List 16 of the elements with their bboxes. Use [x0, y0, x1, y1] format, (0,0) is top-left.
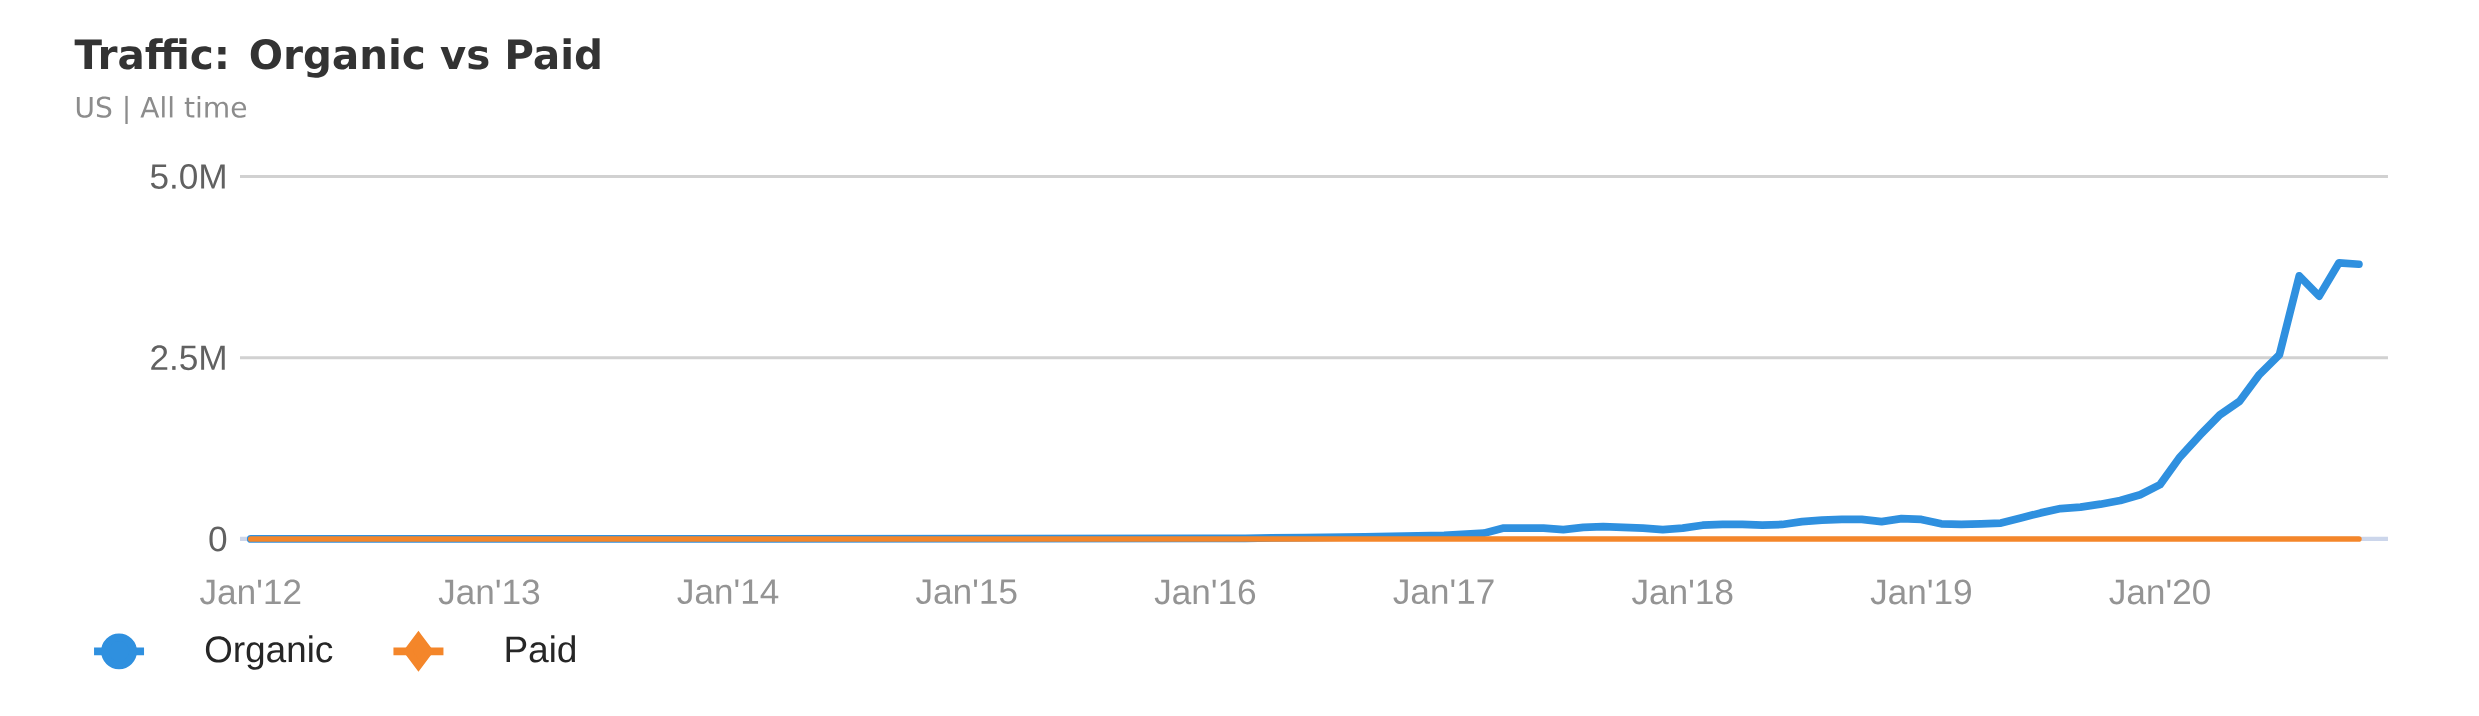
x-tick-label: Jan'20	[2109, 579, 2210, 605]
x-tick-label: Jan'19	[1870, 579, 1971, 605]
chart-title: Traffic: Organic vs Paid	[74, 38, 600, 78]
x-tick-label: Jan'15	[916, 579, 1017, 605]
y-tick-label: 2.5M	[151, 345, 225, 371]
x-tick-label: Jan'13	[438, 579, 540, 605]
x-tick-label: Jan'14	[677, 579, 779, 605]
legend-label: Organic	[205, 635, 333, 670]
x-tick-label: Jan'18	[1632, 579, 1733, 605]
y-tick-label: 5.0M	[150, 164, 225, 189]
chart-subtitle: US | All time	[76, 95, 247, 125]
y-tick-label: 0	[209, 526, 227, 552]
x-tick-label: Jan'17	[1393, 579, 1494, 605]
x-tick-label: Jan'16	[1154, 579, 1256, 605]
x-tick-label: Jan'12	[200, 579, 301, 605]
legend-label: Paid	[506, 635, 575, 663]
